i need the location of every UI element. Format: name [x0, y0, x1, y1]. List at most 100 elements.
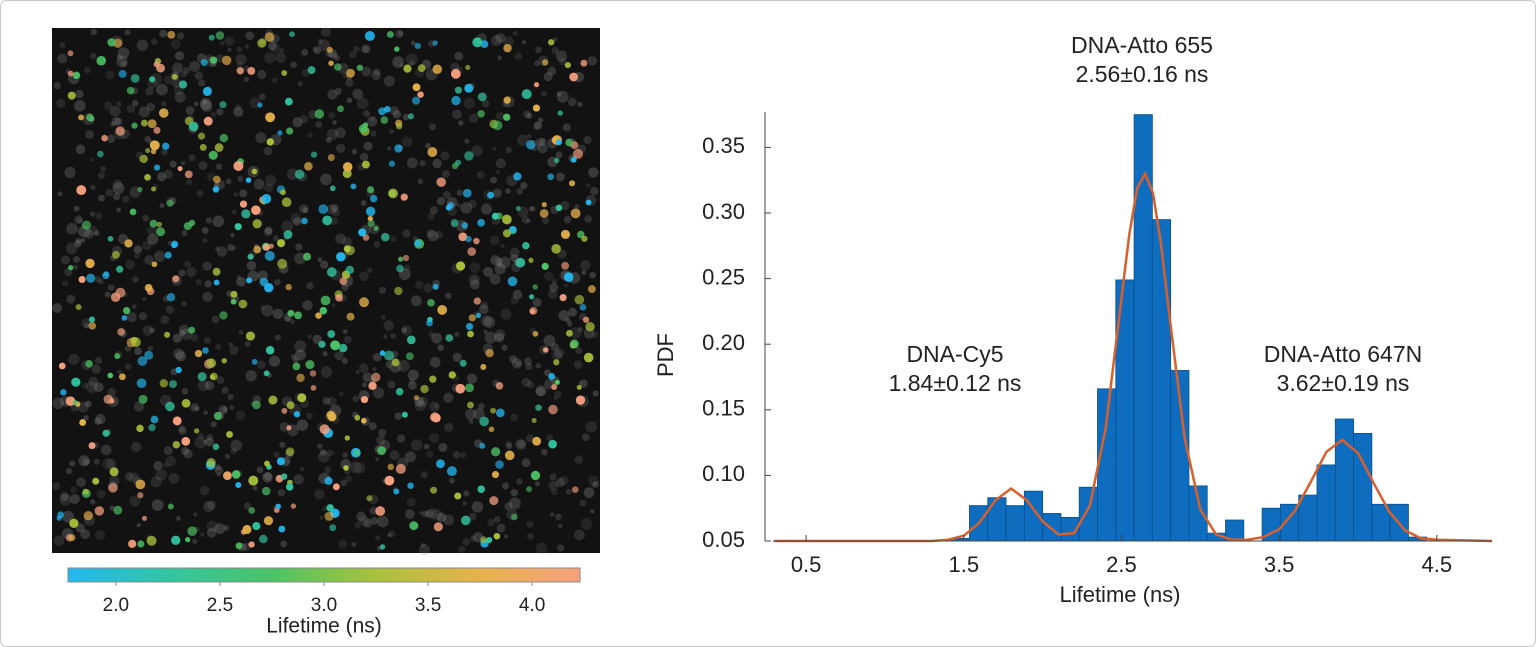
haze [324, 466, 332, 474]
haze [252, 485, 258, 491]
haze [307, 334, 312, 339]
spot [345, 265, 355, 275]
spot [67, 91, 76, 100]
spot [315, 312, 322, 319]
haze [193, 512, 198, 517]
spot [477, 485, 486, 493]
haze [383, 320, 394, 331]
spot [88, 442, 96, 450]
haze [222, 407, 228, 412]
haze [487, 518, 496, 527]
haze [133, 401, 145, 412]
haze [319, 515, 324, 520]
spot [266, 138, 274, 146]
haze [307, 132, 313, 138]
spot [141, 515, 148, 521]
haze [116, 207, 121, 212]
haze [327, 89, 338, 100]
haze [159, 29, 168, 38]
haze [263, 227, 273, 237]
spot [88, 322, 97, 330]
haze [216, 246, 228, 257]
haze [568, 97, 577, 107]
haze [230, 233, 235, 238]
haze [198, 161, 208, 171]
spot [464, 151, 474, 161]
haze [394, 29, 404, 39]
haze [72, 264, 79, 270]
haze [373, 387, 385, 399]
spot [245, 331, 256, 341]
bar [1353, 433, 1373, 542]
haze [216, 108, 224, 116]
haze [197, 433, 204, 440]
spot [367, 186, 375, 194]
haze [342, 236, 352, 247]
spot [283, 230, 293, 239]
haze [373, 353, 382, 362]
haze [355, 369, 360, 375]
haze [122, 195, 130, 203]
spot [353, 449, 361, 457]
spot [402, 254, 410, 262]
haze [373, 68, 381, 76]
spot [280, 189, 286, 196]
haze [308, 110, 317, 119]
spot [113, 505, 123, 515]
spot [96, 55, 107, 66]
spot [551, 244, 561, 254]
haze [555, 50, 568, 62]
haze [489, 273, 501, 285]
haze [262, 472, 273, 483]
bar [1042, 513, 1062, 542]
haze [274, 334, 281, 341]
y-tick-label: 0.05 [702, 527, 745, 552]
haze [183, 66, 191, 74]
haze [272, 308, 284, 319]
haze [301, 68, 310, 77]
haze [517, 134, 529, 146]
haze [335, 127, 346, 139]
haze [224, 453, 231, 460]
haze [151, 38, 158, 46]
haze [124, 29, 131, 36]
haze [264, 472, 272, 481]
haze [302, 300, 313, 311]
haze [66, 294, 76, 304]
spot [504, 450, 515, 461]
haze [128, 472, 140, 484]
haze [94, 230, 100, 236]
haze [585, 420, 598, 433]
haze [156, 172, 167, 182]
haze [294, 349, 306, 361]
spot [515, 206, 521, 212]
spot [411, 96, 421, 105]
spot [245, 177, 252, 183]
haze [449, 477, 455, 484]
spot [582, 316, 590, 323]
spot [345, 245, 355, 256]
haze [82, 382, 89, 389]
haze [109, 105, 121, 117]
haze [125, 259, 135, 270]
haze [190, 333, 199, 342]
spot [554, 379, 560, 385]
haze [112, 182, 125, 195]
spot [383, 350, 394, 361]
haze [221, 386, 229, 395]
spot [285, 447, 295, 456]
spot [477, 92, 487, 102]
spot [479, 442, 486, 449]
haze [345, 78, 354, 87]
haze [547, 66, 557, 76]
haze [426, 229, 435, 238]
spot [491, 470, 500, 479]
spot [236, 67, 244, 75]
spot [251, 358, 258, 365]
haze [293, 474, 304, 485]
haze [390, 236, 397, 242]
spot [275, 503, 281, 510]
spot [181, 398, 191, 408]
annotation-name: DNA-Atto 647N [1264, 341, 1423, 367]
haze [107, 284, 115, 291]
